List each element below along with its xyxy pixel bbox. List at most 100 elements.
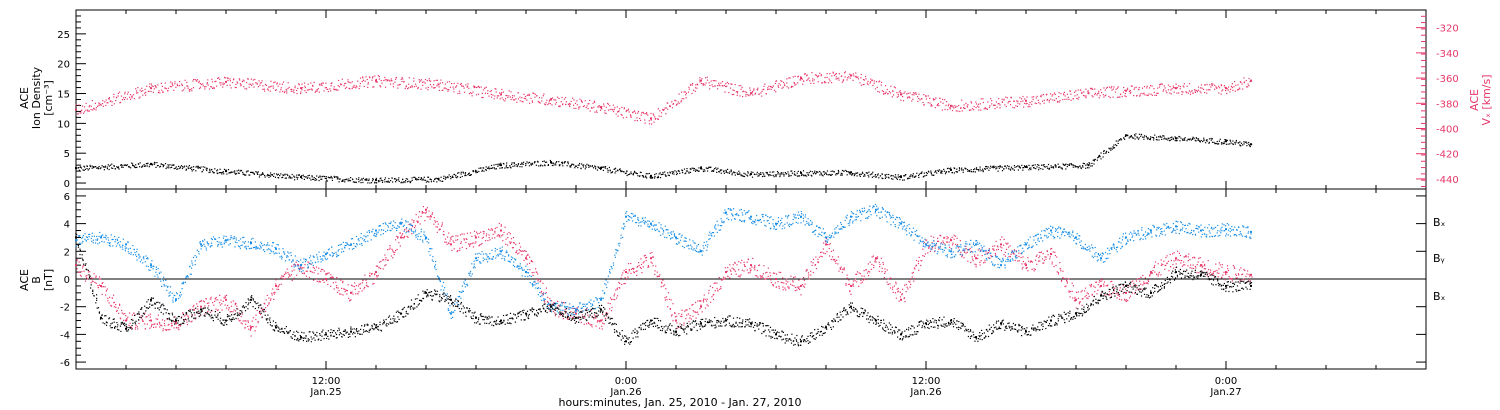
vx-series-point: [889, 92, 892, 94]
bz-series-point: [882, 263, 884, 265]
bz-series-point: [654, 270, 656, 272]
bz-series-point: [294, 264, 296, 266]
vx-series-point: [1059, 100, 1061, 102]
bz-series-point: [663, 284, 666, 286]
vx-series-point: [559, 106, 561, 108]
density-series-point: [125, 164, 127, 167]
density-series-point: [1018, 165, 1020, 167]
bz-series-point: [414, 227, 416, 229]
density-series-point: [234, 172, 236, 174]
bz-series-point: [672, 303, 674, 305]
density-series-point: [992, 165, 994, 167]
density-series-point: [980, 170, 982, 172]
density-series-point: [1048, 167, 1050, 169]
vx-series-point: [592, 102, 594, 104]
bz-series-point: [890, 277, 892, 279]
vx-series-point: [1170, 93, 1172, 95]
vx-series-point: [207, 79, 209, 81]
bz-series-point: [428, 216, 430, 218]
density-series-point: [534, 161, 536, 163]
density-series-point: [580, 168, 582, 170]
bz-series-point: [798, 287, 800, 290]
vx-series-point: [432, 87, 435, 89]
bz-series-point: [946, 241, 948, 243]
bz-series-point: [90, 277, 93, 279]
vx-series-point: [655, 118, 657, 120]
bz-series-point: [591, 324, 593, 326]
density-series-point: [618, 169, 621, 171]
vx-series-point: [188, 90, 191, 92]
density-series-point: [1115, 140, 1117, 142]
bz-series-point: [364, 274, 366, 276]
bz-series-point: [825, 241, 827, 243]
bz-series-point: [163, 322, 165, 325]
density-series-point: [390, 180, 392, 182]
vx-series-point: [1206, 89, 1208, 91]
density-series-point: [453, 173, 456, 176]
bz-series-point: [997, 248, 999, 250]
density-series-point: [293, 175, 295, 177]
vx-series-point: [415, 85, 417, 87]
density-series-point: [982, 170, 984, 172]
vx-series-point: [482, 96, 484, 99]
density-series-point: [841, 173, 843, 175]
density-series-point: [676, 173, 678, 176]
bz-series-point: [469, 244, 471, 246]
bz-series-point: [128, 324, 130, 326]
density-series-point: [689, 168, 691, 170]
vx-series-point: [550, 98, 552, 101]
vx-series-point: [706, 79, 709, 81]
density-series-point: [698, 170, 700, 172]
density-series-point: [602, 166, 604, 168]
bz-series-point: [247, 320, 249, 322]
density-series-point: [395, 181, 397, 183]
density-series-point: [1149, 139, 1151, 141]
bz-series-point: [238, 320, 240, 322]
vx-series-point: [211, 81, 214, 83]
bz-series-point: [327, 283, 329, 285]
vx-series-point: [927, 95, 929, 97]
vx-series-point: [340, 83, 343, 86]
bz-series-point: [949, 238, 952, 240]
bz-series-point: [325, 274, 327, 276]
vx-series-point: [931, 105, 933, 107]
bz-series-point: [595, 325, 597, 327]
density-series-point: [435, 177, 437, 179]
vx-series-point: [929, 102, 931, 104]
vx-series-point: [1005, 96, 1007, 98]
bz-series-point: [852, 284, 854, 286]
vx-series-point: [308, 89, 310, 91]
bz-series-point: [92, 277, 94, 279]
bz-series-point: [782, 286, 784, 288]
vx-series-point: [1204, 91, 1206, 94]
bz-series-point: [148, 319, 150, 322]
bz-series-point: [81, 271, 83, 273]
density-series-point: [362, 181, 364, 184]
vx-series-point: [712, 80, 714, 82]
bz-series-point: [193, 308, 195, 310]
density-series-point: [1131, 137, 1134, 139]
density-series-point: [615, 170, 617, 172]
vx-series-point: [1004, 104, 1006, 106]
vx-series-point: [390, 80, 392, 82]
vx-series-point: [1214, 88, 1216, 90]
density-series-point: [1214, 143, 1216, 145]
density-series-point: [1017, 165, 1019, 167]
bz-series-point: [255, 318, 257, 321]
vx-series-point: [600, 106, 602, 109]
vx-series-point: [181, 83, 183, 85]
vx-series-point: [505, 94, 507, 97]
density-series-point: [806, 175, 808, 177]
density-series-point: [249, 174, 251, 176]
vx-series-point: [1029, 106, 1031, 108]
bz-series-point: [814, 264, 817, 266]
density-series-point: [654, 176, 656, 178]
density-series-point: [937, 170, 940, 172]
bz-series-point: [761, 275, 763, 277]
vx-series-point: [912, 98, 914, 100]
bz-series-point: [897, 291, 899, 293]
bz-series-point: [234, 310, 237, 312]
vx-series-point: [160, 82, 162, 84]
bz-series-point: [650, 261, 652, 263]
vx-series-point: [709, 88, 711, 90]
